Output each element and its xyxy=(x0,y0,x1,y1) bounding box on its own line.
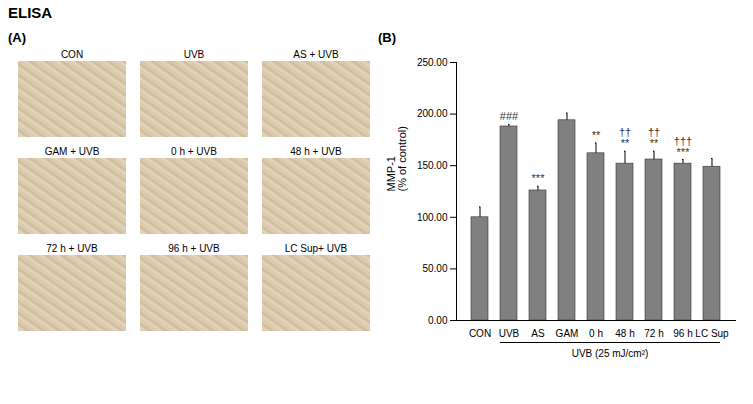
html-text:ELISA: ELISA xyxy=(8,4,53,21)
svg-text:72 h: 72 h xyxy=(644,328,663,339)
svg-text:***: *** xyxy=(532,172,546,184)
svg-text:100.00: 100.00 xyxy=(417,212,448,223)
html-text:UVB (25 mJ/cm²): UVB (25 mJ/cm²) xyxy=(571,348,649,359)
svg-text:0.00: 0.00 xyxy=(428,315,448,326)
html-text:LC Sup+ UVB: LC Sup+ UVB xyxy=(284,243,348,254)
html-text:72 h + UVB: 72 h + UVB xyxy=(46,243,98,254)
svg-text:LC Sup: LC Sup xyxy=(695,328,729,339)
html-text:AS + UVB: AS + UVB xyxy=(293,49,339,60)
svg-text:MMP-1(% of control): MMP-1(% of control) xyxy=(385,126,408,191)
svg-text:250.00: 250.00 xyxy=(417,57,448,68)
svg-text:GAM: GAM xyxy=(556,328,579,339)
svg-text:**: ** xyxy=(592,129,601,141)
svg-text:48 h: 48 h xyxy=(615,328,634,339)
html-text:96 h + UVB: 96 h + UVB xyxy=(168,243,220,254)
svg-text:††**: ††** xyxy=(648,126,660,149)
html-text:0 h + UVB: 0 h + UVB xyxy=(171,146,217,157)
svg-text:CON: CON xyxy=(469,328,491,339)
svg-text:###: ### xyxy=(500,110,519,122)
html-text:48 h + UVB: 48 h + UVB xyxy=(290,146,342,157)
html-text:(A): (A) xyxy=(8,30,26,45)
html-text:GAM + UVB: GAM + UVB xyxy=(44,146,100,157)
html-text:UVB: UVB xyxy=(183,49,205,60)
svg-text:††**: ††** xyxy=(619,126,631,149)
svg-text:0 h: 0 h xyxy=(589,328,603,339)
svg-text:UVB: UVB xyxy=(499,328,520,339)
svg-text:96 h: 96 h xyxy=(673,328,692,339)
svg-text:†††***: †††*** xyxy=(674,135,692,158)
html-text:CON: CON xyxy=(60,49,84,60)
svg-text:50.00: 50.00 xyxy=(422,263,447,274)
svg-text:AS: AS xyxy=(531,328,545,339)
svg-text:200.00: 200.00 xyxy=(417,108,448,119)
svg-text:150.00: 150.00 xyxy=(417,160,448,171)
html-text:(B): (B) xyxy=(378,30,396,45)
